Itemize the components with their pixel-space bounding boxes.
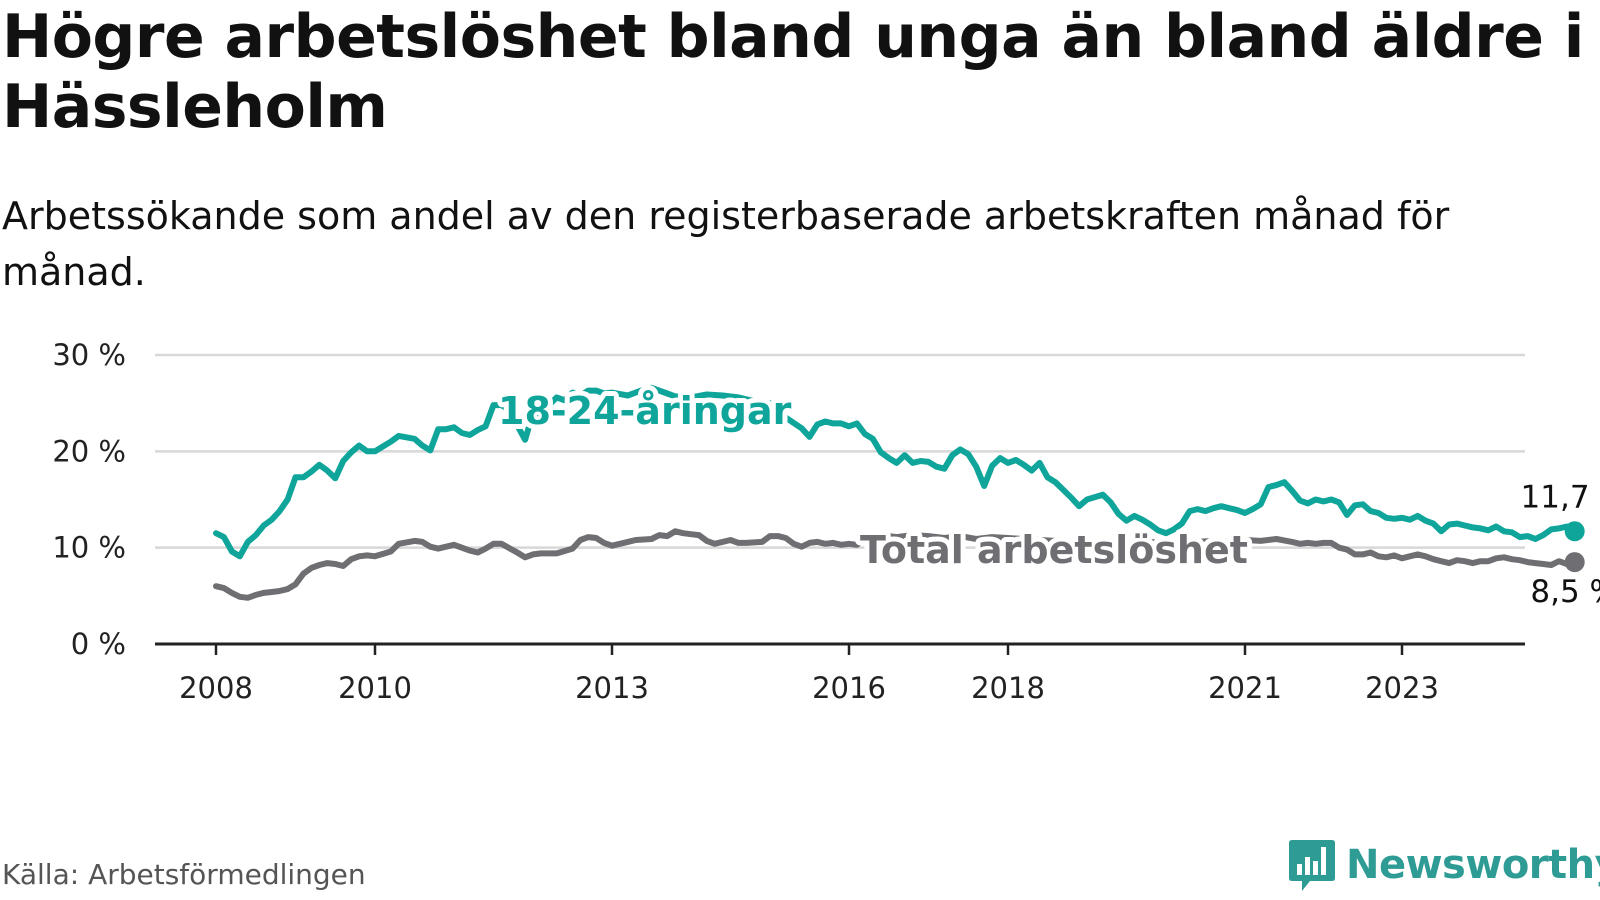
brand-name: Newsworthy xyxy=(1346,842,1600,888)
series-end-marker-total xyxy=(1564,552,1585,573)
series-end-marker-youth xyxy=(1564,521,1585,542)
series-name-label-youth: 18-24-åringar xyxy=(498,389,792,433)
y-tick-label: 20 % xyxy=(52,434,126,468)
x-axis-ticks: 2008 2010 2013 2016 2018 2021 2023 xyxy=(179,644,1439,705)
newsworthy-logo[interactable]: Newsworthy xyxy=(1288,838,1600,900)
end-value-label-youth: 11,7 % xyxy=(1521,479,1600,515)
newsworthy-bar-chart-icon xyxy=(1289,840,1335,891)
chart-title: Högre arbetslöshet bland unga än bland ä… xyxy=(2,2,1584,142)
x-tick-label: 2023 xyxy=(1365,671,1439,705)
series-name-label-total: Total arbetslöshet xyxy=(860,528,1248,572)
series-lines xyxy=(213,384,1585,601)
series-line-total xyxy=(213,528,1578,601)
y-tick-label: 10 % xyxy=(52,531,126,565)
y-tick-label: 30 % xyxy=(52,338,126,372)
source-note: Källa: Arbetsförmedlingen xyxy=(2,858,366,891)
x-tick-label: 2021 xyxy=(1208,671,1282,705)
x-tick-label: 2016 xyxy=(812,671,886,705)
y-axis-ticks: 0 % 10 % 20 % 30 % xyxy=(52,338,126,661)
series-line-youth xyxy=(213,384,1578,560)
gridlines xyxy=(155,353,1525,646)
y-tick-label: 0 % xyxy=(71,627,126,661)
x-tick-label: 2018 xyxy=(971,671,1045,705)
series-labels: 11,7 % 8,5 % 18-24-åringar Total arbetslösh… xyxy=(493,384,1600,610)
x-tick-label: 2013 xyxy=(575,671,649,705)
line-chart: 0 % 10 % 20 % 30 % 2008 2010 2013 2016 2018 2021… xyxy=(52,338,1600,705)
x-tick-label: 2008 xyxy=(179,671,253,705)
x-tick-label: 2010 xyxy=(338,671,412,705)
end-value-label-total: 8,5 % xyxy=(1530,574,1600,610)
chart-subtitle: Arbetssökande som andel av den registerb… xyxy=(2,194,1450,294)
